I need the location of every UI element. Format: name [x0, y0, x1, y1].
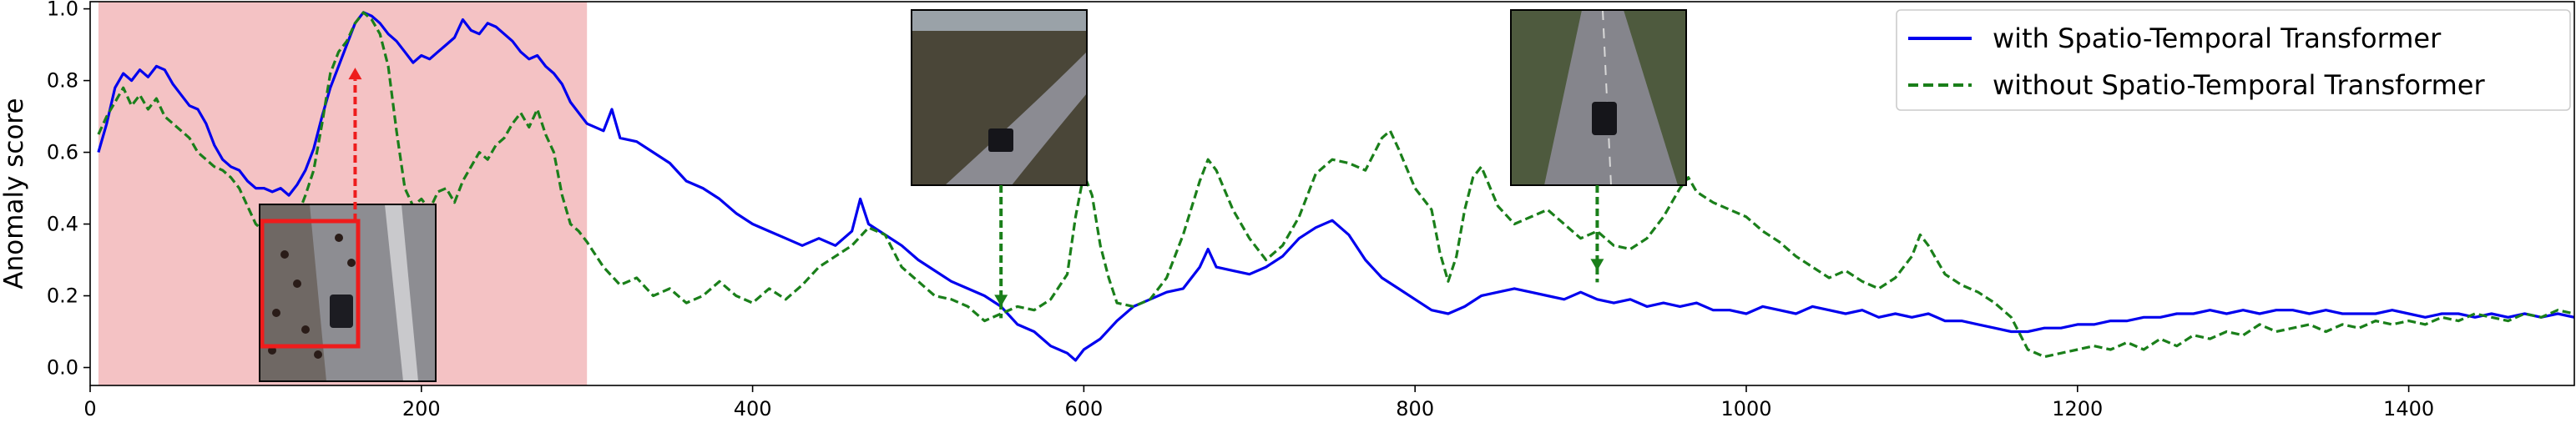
y-tick-label: 1.0: [47, 0, 78, 21]
series-line-without-transformer: [97, 11, 2575, 359]
y-tick-label: 0.2: [47, 284, 78, 308]
x-tick-label: 1200: [2052, 397, 2103, 420]
inset-anomaly-frame: [259, 204, 437, 382]
y-tick-label: 0.0: [47, 356, 78, 380]
legend-label: with Spatio-Temporal Transformer: [1993, 23, 2442, 54]
x-tick-label: 1000: [1720, 397, 1771, 420]
inset-normal-arrow-1: [994, 185, 1008, 319]
y-tick-label: 0.6: [47, 141, 78, 164]
x-tick-label: 1400: [2383, 397, 2434, 420]
legend-label: without Spatio-Temporal Transformer: [1993, 69, 2485, 101]
x-tick-label: 0: [83, 397, 96, 420]
x-tick-label: 400: [734, 397, 772, 420]
x-tick-label: 800: [1396, 397, 1434, 420]
plot-frame: [89, 1, 2575, 386]
legend-box: [1896, 9, 2571, 111]
x-tick-label: 200: [402, 397, 441, 420]
inset-normal-frame-2: [1510, 9, 1687, 186]
inset-anomaly-arrow: [348, 68, 362, 221]
y-tick-label: 0.4: [47, 213, 78, 236]
inset-normal-frame-1: [911, 9, 1088, 186]
inset-normal-arrow-2: [1590, 185, 1604, 283]
x-tick-label: 600: [1064, 397, 1103, 420]
y-tick-label: 0.8: [47, 69, 78, 93]
y-axis-label: Anomaly score: [0, 98, 29, 289]
